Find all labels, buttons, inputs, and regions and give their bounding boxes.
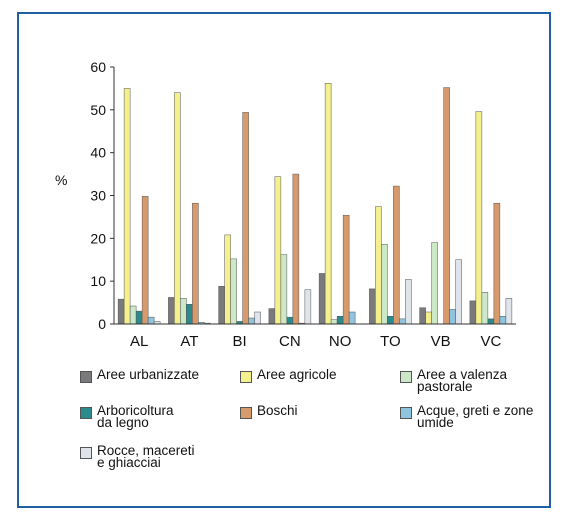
bar bbox=[224, 234, 231, 325]
bar bbox=[431, 242, 438, 325]
bar bbox=[443, 87, 450, 325]
legend-item: Aree urbanizzate bbox=[80, 367, 200, 383]
y-axis-label: % bbox=[55, 172, 67, 188]
bar bbox=[399, 318, 406, 325]
bar bbox=[505, 298, 513, 325]
bar bbox=[487, 318, 495, 325]
legend-label: Aree agricole bbox=[257, 367, 337, 382]
legend-item: Rocce, macereti e ghiacciai bbox=[80, 443, 195, 470]
bar bbox=[330, 319, 338, 325]
legend-swatch bbox=[80, 447, 92, 459]
legend-swatch bbox=[80, 371, 92, 383]
x-axis-ticks: AL AT BI CN NO TO VB VC bbox=[130, 333, 502, 350]
bar bbox=[180, 298, 187, 325]
bar bbox=[387, 316, 394, 325]
legend-label: Acque, greti e zone umide bbox=[417, 403, 534, 430]
legend-label: Rocce, macereti e ghiacciai bbox=[97, 443, 195, 470]
bar bbox=[242, 112, 249, 325]
bar bbox=[393, 185, 400, 325]
legend-label: Aree a valenza pastorale bbox=[417, 367, 508, 394]
axes bbox=[113, 67, 516, 325]
bar bbox=[117, 298, 125, 325]
bar bbox=[135, 310, 143, 325]
bar bbox=[174, 92, 181, 325]
bar bbox=[147, 316, 155, 325]
bar bbox=[493, 202, 501, 325]
bar bbox=[499, 316, 507, 325]
bar bbox=[419, 307, 426, 325]
legend-item: Boschi bbox=[240, 403, 298, 419]
legend-swatch bbox=[240, 371, 252, 383]
bar bbox=[218, 286, 225, 325]
legend-swatch bbox=[400, 407, 412, 419]
bar bbox=[129, 305, 137, 325]
bar bbox=[292, 173, 300, 325]
bar bbox=[342, 214, 350, 325]
legend-swatch bbox=[80, 407, 92, 419]
bar bbox=[469, 300, 477, 325]
bar bbox=[286, 316, 294, 325]
x-tick-label: TO bbox=[380, 333, 401, 350]
x-tick-label: VC bbox=[480, 333, 501, 350]
y-tick-label: 50 bbox=[90, 102, 106, 118]
legend-item: Arboricoltura da legno bbox=[80, 403, 174, 430]
bars bbox=[117, 83, 513, 325]
bar bbox=[369, 288, 376, 325]
y-tick-label: 40 bbox=[90, 145, 106, 161]
y-tick-label: 0 bbox=[98, 316, 106, 332]
legend-item: Acque, greti e zone umide bbox=[400, 403, 534, 430]
x-tick-label: AL bbox=[130, 333, 148, 350]
bar bbox=[475, 111, 483, 325]
bar bbox=[274, 176, 282, 325]
y-tick-label: 10 bbox=[90, 273, 106, 289]
x-tick-label: VB bbox=[431, 333, 451, 350]
bar bbox=[168, 297, 175, 325]
legend-label: Arboricoltura da legno bbox=[97, 403, 174, 430]
x-tick-label: NO bbox=[329, 333, 352, 350]
bar bbox=[481, 292, 489, 325]
bar bbox=[318, 273, 326, 325]
bar bbox=[405, 279, 412, 325]
bar bbox=[324, 83, 332, 325]
bar bbox=[192, 202, 199, 325]
x-tick-label: CN bbox=[279, 333, 301, 350]
y-tick-label: 20 bbox=[90, 230, 106, 246]
legend-item: Aree a valenza pastorale bbox=[400, 367, 508, 394]
bar bbox=[248, 317, 255, 325]
x-tick-label: AT bbox=[180, 333, 198, 350]
legend-label: Boschi bbox=[257, 403, 298, 418]
bar bbox=[280, 254, 288, 325]
y-tick-label: 30 bbox=[90, 188, 106, 204]
bar bbox=[449, 309, 456, 325]
bar bbox=[348, 311, 356, 325]
bar bbox=[230, 258, 237, 325]
legend-item: Aree agricole bbox=[240, 367, 337, 383]
bar bbox=[268, 308, 276, 325]
y-axis-ticks: 0 10 20 30 40 50 60 bbox=[90, 59, 114, 332]
bar bbox=[304, 289, 312, 325]
bar bbox=[141, 196, 149, 325]
bar bbox=[375, 206, 382, 325]
bar bbox=[455, 259, 462, 325]
bar bbox=[123, 88, 131, 325]
y-tick-label: 60 bbox=[90, 59, 106, 75]
bar bbox=[381, 244, 388, 325]
legend-swatch bbox=[240, 407, 252, 419]
legend-label: Aree urbanizzate bbox=[97, 367, 200, 382]
bar bbox=[186, 304, 193, 325]
legend-swatch bbox=[400, 371, 412, 383]
bar bbox=[254, 311, 261, 325]
bar bbox=[336, 316, 344, 325]
bar bbox=[425, 311, 432, 325]
x-tick-label: BI bbox=[233, 333, 247, 350]
